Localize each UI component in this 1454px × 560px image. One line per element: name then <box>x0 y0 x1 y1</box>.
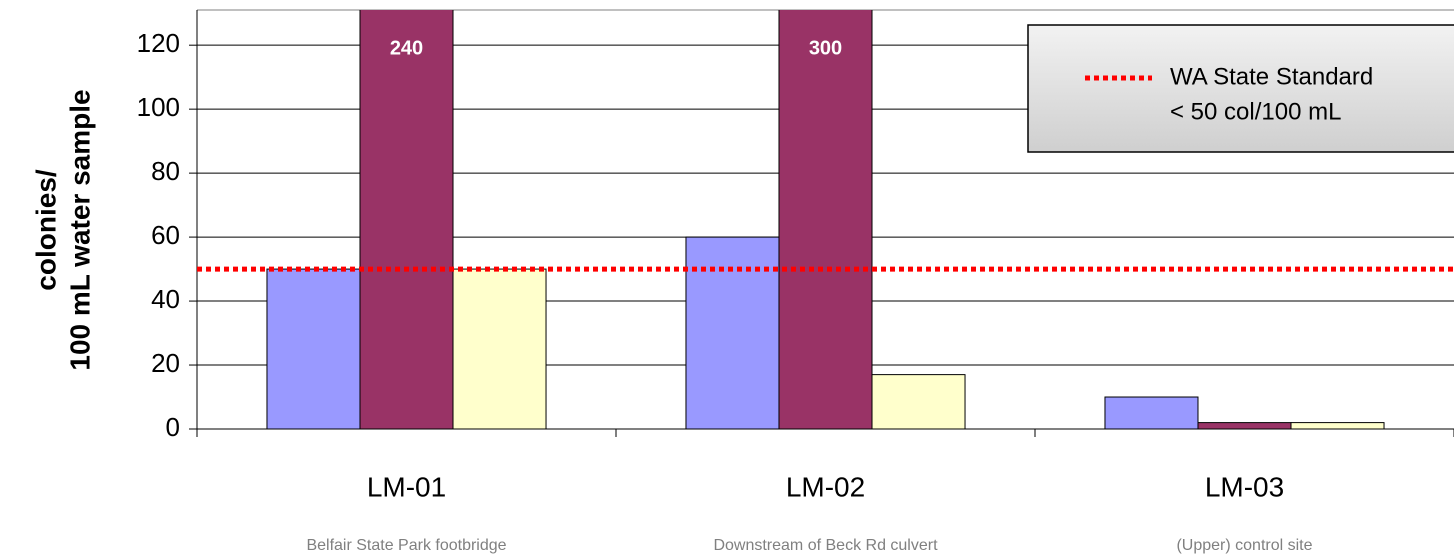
bars <box>266 10 1385 430</box>
x-tick-label: LM-01 <box>367 471 446 502</box>
category-note: (Upper) control site <box>1176 537 1312 554</box>
bar <box>1197 422 1292 430</box>
y-tick-label: 20 <box>151 348 180 378</box>
overlay: LM-01 Belfair State Park footbridge 240 LM-… <box>197 24 1454 554</box>
bar <box>359 10 454 430</box>
data-label: 240 <box>390 37 423 59</box>
y-axis-label: 100 mL water sample <box>64 89 95 370</box>
category-note: Downstream of Beck Rd culvert <box>713 537 938 554</box>
y-tick-label: 40 <box>151 284 180 314</box>
y-tick-label: 0 <box>166 412 180 442</box>
category-note: Belfair State Park footbridge <box>306 537 506 554</box>
legend-text: < 50 col/100 mL <box>1170 98 1341 125</box>
bar <box>1104 396 1199 430</box>
bar <box>452 268 547 430</box>
y-axis-label: colonies/ <box>30 169 61 291</box>
y-tick-label: 120 <box>137 28 180 58</box>
data-label: 300 <box>809 37 842 59</box>
y-tick-label: 60 <box>151 220 180 250</box>
y-tick-label: 80 <box>151 156 180 186</box>
legend-text: WA State Standard <box>1170 63 1373 90</box>
y-tick-label: 100 <box>137 92 180 122</box>
legend-box <box>1027 24 1454 153</box>
bar <box>871 374 966 430</box>
x-tick-label: LM-03 <box>1205 471 1284 502</box>
x-tick-label: LM-02 <box>786 471 865 502</box>
bar <box>685 236 780 430</box>
bar <box>1290 422 1385 430</box>
bar <box>778 10 873 430</box>
bar <box>266 268 361 430</box>
